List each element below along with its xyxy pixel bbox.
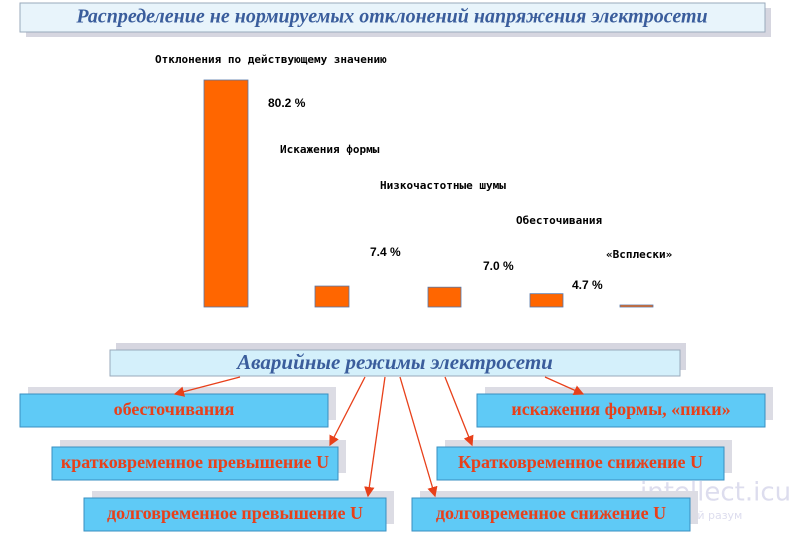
- value-label: 7.0 %: [483, 259, 514, 273]
- bar: [427, 286, 462, 308]
- bar: [529, 293, 564, 308]
- category-label: «Всплески»: [606, 248, 672, 261]
- node-label: кратковременное превышение U: [61, 452, 329, 472]
- arrow: [444, 376, 474, 447]
- node-box: [436, 446, 725, 481]
- category-label: Обесточивания: [516, 214, 602, 227]
- arrow: [173, 376, 241, 397]
- arrow: [329, 376, 366, 447]
- node-label: Кратковременное снижение U: [458, 452, 703, 472]
- arrow: [399, 376, 438, 498]
- node-box: [83, 497, 387, 532]
- node-label: обесточивания: [114, 399, 235, 419]
- bar: [314, 285, 350, 308]
- value-label: 80.2 %: [268, 96, 306, 110]
- arrow: [544, 376, 585, 396]
- category-label: Отклонения по действующему значению: [155, 53, 387, 66]
- value-label: 4.7 %: [572, 278, 603, 292]
- node-label: искажения формы, «пики»: [511, 399, 730, 419]
- title-box: [19, 2, 766, 33]
- title: Распределение не нормируемых отклонений …: [75, 6, 707, 28]
- node-label: долговременное снижение U: [436, 503, 666, 523]
- diagram: Аварийные режимы электросети обесточивани…: [19, 343, 773, 532]
- value-label: 7.4 %: [370, 245, 401, 259]
- node-box: [51, 446, 339, 481]
- category-label: Низкочастотные шумы: [380, 179, 506, 192]
- header: Аварийные режимы электросети: [235, 350, 553, 374]
- arrow: [364, 376, 386, 498]
- bar: [619, 304, 654, 308]
- header-box: [109, 349, 681, 377]
- node-box: [411, 497, 691, 532]
- chart: Отклонения по действующему значению 80.2 …: [155, 53, 672, 308]
- bar: [203, 79, 249, 308]
- node-box: [476, 393, 766, 428]
- node-label: долговременное превышение U: [107, 503, 363, 523]
- category-label: Искажения формы: [280, 143, 380, 156]
